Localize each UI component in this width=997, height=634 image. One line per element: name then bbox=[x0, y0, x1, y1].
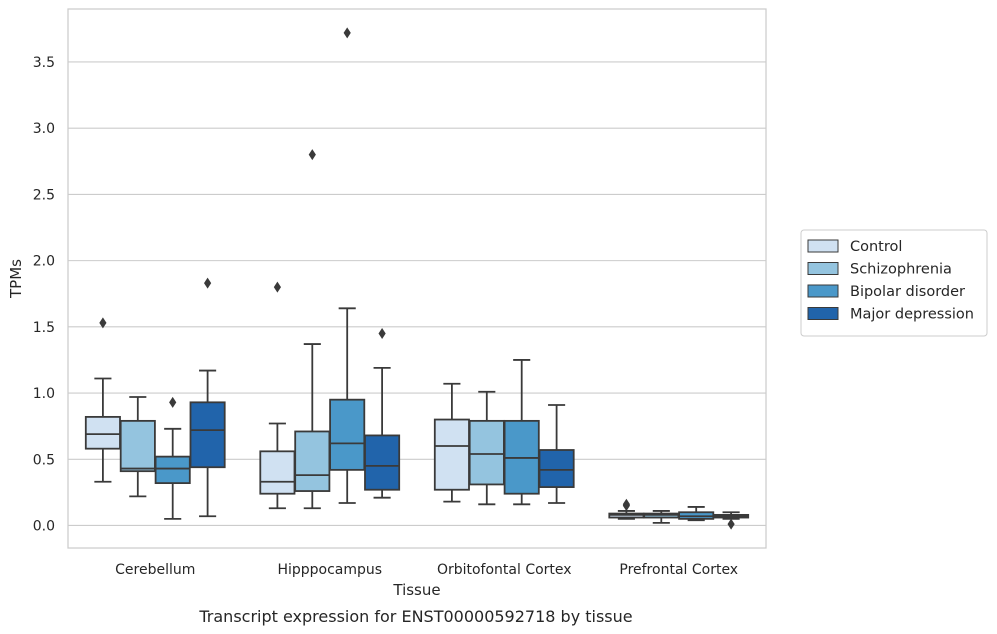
box-3-0 bbox=[608, 498, 645, 520]
outlier-point bbox=[378, 327, 386, 339]
box-1-1 bbox=[294, 149, 331, 510]
y-tick-label: 2.5 bbox=[33, 187, 55, 203]
legend: Control Schizophrenia Bipolar disorder Majo… bbox=[800, 229, 988, 337]
y-tick-label: 1.5 bbox=[33, 320, 55, 336]
legend-swatch bbox=[807, 307, 839, 320]
outlier-point bbox=[308, 149, 316, 161]
outlier-point bbox=[99, 317, 107, 329]
outlier-point bbox=[204, 277, 212, 289]
outlier-point bbox=[169, 396, 177, 408]
legend-swatch bbox=[807, 284, 839, 298]
x-tick-label: Cerebellum bbox=[115, 562, 195, 578]
x-axis-label: Tissue bbox=[392, 581, 440, 599]
y-tick-label: 1.0 bbox=[33, 386, 55, 402]
legend-label: Schizophrenia bbox=[850, 262, 952, 278]
y-tick-label: 0.5 bbox=[33, 452, 55, 468]
box-3-1 bbox=[643, 510, 680, 524]
box-0-1 bbox=[119, 396, 156, 498]
legend-swatch bbox=[807, 239, 839, 253]
legend-label: Control bbox=[850, 239, 902, 255]
box-0-0 bbox=[84, 317, 121, 483]
box-2-3 bbox=[538, 404, 575, 504]
box-0-3 bbox=[189, 277, 226, 518]
box-iqr bbox=[294, 430, 331, 492]
box-2-2 bbox=[503, 359, 540, 506]
box-iqr bbox=[119, 419, 156, 473]
boxplots bbox=[84, 27, 750, 530]
box-iqr bbox=[329, 398, 366, 471]
box-3-2 bbox=[678, 506, 715, 522]
y-axis-label: TPMs bbox=[7, 259, 25, 299]
chart-caption: Transcript expression for ENST0000059271… bbox=[198, 607, 632, 626]
legend-label: Bipolar disorder bbox=[850, 284, 965, 300]
outlier-point bbox=[622, 498, 630, 510]
y-tick-label: 3.0 bbox=[33, 121, 55, 137]
outlier-point bbox=[727, 518, 735, 530]
outlier-point bbox=[343, 27, 351, 39]
y-tick-label: 3.5 bbox=[33, 55, 55, 71]
box-0-2 bbox=[154, 396, 191, 520]
x-tick-labels: Cerebellum Hipppocampus Orbitofontal Corte… bbox=[115, 562, 738, 578]
box-iqr bbox=[433, 418, 470, 491]
box-3-3 bbox=[713, 511, 750, 530]
outlier-point bbox=[273, 281, 281, 293]
box-1-2 bbox=[329, 27, 366, 504]
box-iqr bbox=[154, 455, 191, 485]
y-tick-label: 2.0 bbox=[33, 254, 55, 270]
box-iqr bbox=[364, 434, 401, 491]
legend-label: Major depression bbox=[850, 307, 974, 323]
box-iqr bbox=[538, 449, 575, 488]
y-tick-label: 0.0 bbox=[33, 518, 55, 534]
box-2-1 bbox=[468, 390, 505, 506]
plot-area-frame bbox=[67, 8, 767, 549]
box-iqr bbox=[259, 450, 296, 495]
box-1-0 bbox=[259, 281, 296, 510]
box-iqr bbox=[189, 401, 226, 469]
box-iqr bbox=[84, 415, 121, 450]
box-iqr bbox=[468, 419, 505, 486]
legend-frame bbox=[800, 229, 988, 337]
legend-swatch bbox=[807, 262, 839, 275]
box-2-0 bbox=[433, 382, 470, 503]
x-tick-label: Orbitofontal Cortex bbox=[437, 562, 572, 578]
x-tick-label: Hipppocampus bbox=[277, 562, 382, 578]
x-tick-label: Prefrontal Cortex bbox=[619, 562, 738, 578]
y-tick-labels: 0.0 0.5 1.0 1.5 2.0 2.5 3.0 3.5 bbox=[33, 55, 55, 535]
box-1-3 bbox=[364, 327, 401, 499]
